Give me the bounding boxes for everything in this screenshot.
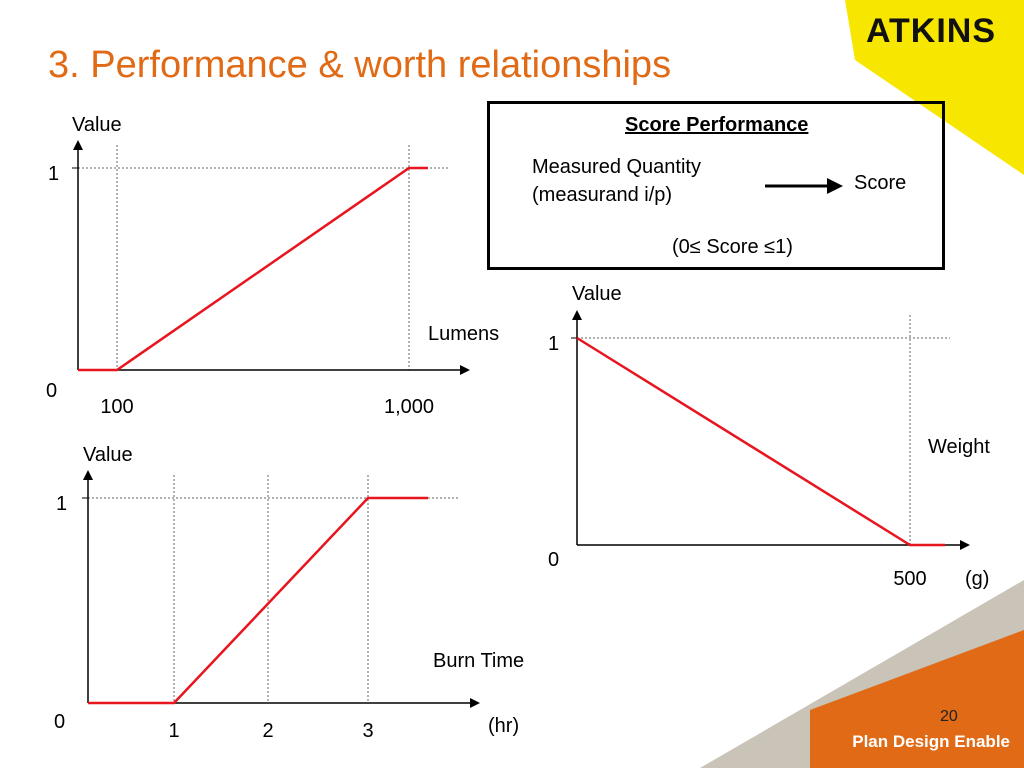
- y-axis-label: Value: [72, 114, 122, 136]
- y-tick-label: 1: [548, 333, 559, 355]
- tagline: Plan Design Enable: [852, 732, 1010, 751]
- score-performance-box: Score Performance Measured Quantity (mea…: [487, 101, 945, 270]
- measured-quantity-label: Measured Quantity: [532, 156, 701, 178]
- y-axis-arrow-icon: [572, 310, 582, 320]
- x-tick-label: 1: [168, 720, 179, 742]
- y-tick-label: 1: [56, 493, 67, 515]
- arrow-right-icon: [765, 178, 843, 194]
- score-output-label: Score: [854, 172, 907, 194]
- y-axis-label: Value: [572, 283, 622, 305]
- y-axis-arrow-icon: [73, 140, 83, 150]
- x-tick-label: 1,000: [384, 396, 434, 418]
- x-axis-label: Lumens: [428, 323, 499, 345]
- x-axis-arrow-icon: [960, 540, 970, 550]
- y-axis-label: Value: [83, 444, 133, 466]
- y-axis-arrow-icon: [83, 470, 93, 480]
- x-axis-unit-label: (g): [965, 568, 989, 590]
- score-range-label: (0≤ Score ≤1): [672, 236, 793, 258]
- x-axis-label: Weight: [928, 436, 990, 458]
- y-tick-label: 0: [548, 549, 559, 571]
- y-tick-label: 1: [48, 163, 59, 185]
- atkins-logo: ATKINS: [866, 12, 997, 50]
- x-axis-arrow-icon: [470, 698, 480, 708]
- y-tick-label: 0: [46, 380, 57, 402]
- x-tick-label: 500: [893, 568, 926, 590]
- page-number: 20: [940, 708, 958, 725]
- measurand-label: (measurand i/p): [532, 184, 673, 206]
- corner-orange-band: [810, 630, 1024, 768]
- x-axis-unit-label: (hr): [488, 715, 519, 737]
- series-line: [88, 496, 428, 705]
- score-box-title: Score Performance: [625, 114, 809, 136]
- slide-title: 3. Performance & worth relationships: [48, 44, 672, 86]
- x-tick-label: 100: [100, 396, 133, 418]
- series-line: [78, 166, 428, 372]
- series-line: [576, 336, 945, 547]
- logo-yellow-band: [845, 0, 1024, 175]
- x-axis-label: Burn Time: [433, 650, 524, 672]
- x-axis-arrow-icon: [460, 365, 470, 375]
- x-tick-label: 2: [262, 720, 273, 742]
- x-tick-label: 3: [362, 720, 373, 742]
- y-tick-label: 0: [54, 711, 65, 733]
